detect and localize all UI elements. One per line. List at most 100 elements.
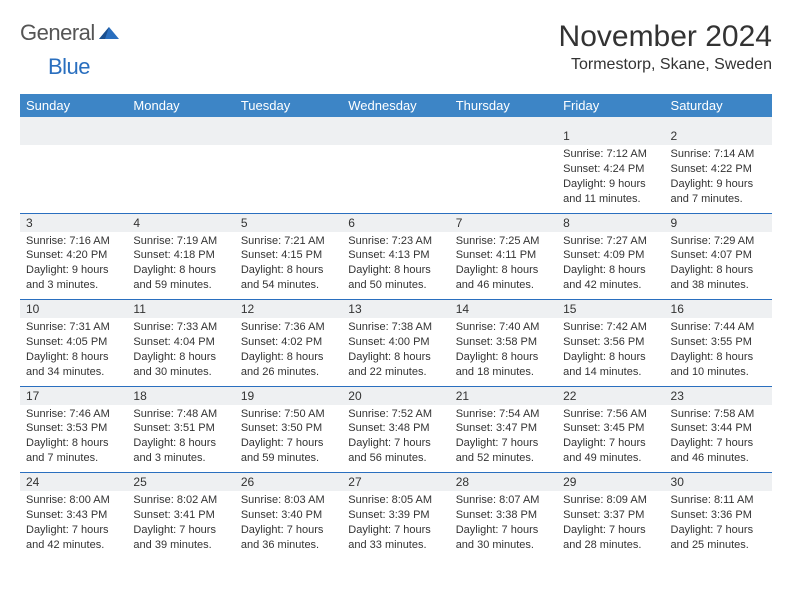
sunset-text: Sunset: 3:50 PM: [241, 421, 336, 436]
sunrise-text: Sunrise: 7:21 AM: [241, 234, 336, 249]
daynum-row: 17181920212223: [20, 386, 772, 405]
sunset-text: Sunset: 3:53 PM: [26, 421, 121, 436]
day-details-cell: [450, 145, 557, 213]
calendar-body: 12 Sunrise: 7:12 AMSunset: 4:24 PMDaylig…: [20, 122, 772, 559]
day-details-cell: Sunrise: 7:29 AMSunset: 4:07 PMDaylight:…: [665, 232, 772, 300]
day-number-cell: 8: [557, 213, 664, 232]
day-details-cell: Sunrise: 7:48 AMSunset: 3:51 PMDaylight:…: [127, 405, 234, 473]
sunrise-text: Sunrise: 7:54 AM: [456, 407, 551, 422]
sunrise-text: Sunrise: 7:52 AM: [348, 407, 443, 422]
sunrise-text: Sunrise: 7:27 AM: [563, 234, 658, 249]
daylight-text: Daylight: 8 hours and 38 minutes.: [671, 263, 766, 293]
sunrise-text: Sunrise: 8:09 AM: [563, 493, 658, 508]
sunset-text: Sunset: 3:38 PM: [456, 508, 551, 523]
weekday-header: Friday: [557, 94, 664, 122]
day-details-cell: Sunrise: 7:33 AMSunset: 4:04 PMDaylight:…: [127, 318, 234, 386]
sunrise-text: Sunrise: 7:42 AM: [563, 320, 658, 335]
weekday-header: Monday: [127, 94, 234, 122]
daylight-text: Daylight: 7 hours and 30 minutes.: [456, 523, 551, 553]
daylight-text: Daylight: 8 hours and 42 minutes.: [563, 263, 658, 293]
sunrise-text: Sunrise: 7:36 AM: [241, 320, 336, 335]
sunset-text: Sunset: 4:07 PM: [671, 248, 766, 263]
day-details-cell: Sunrise: 7:36 AMSunset: 4:02 PMDaylight:…: [235, 318, 342, 386]
day-number-cell: 2: [665, 122, 772, 145]
day-details-cell: Sunrise: 8:11 AMSunset: 3:36 PMDaylight:…: [665, 491, 772, 559]
day-number-cell: [450, 122, 557, 145]
day-number-cell: 25: [127, 473, 234, 492]
sunrise-text: Sunrise: 7:19 AM: [133, 234, 228, 249]
day-number-cell: [20, 122, 127, 145]
day-details-cell: Sunrise: 7:27 AMSunset: 4:09 PMDaylight:…: [557, 232, 664, 300]
day-details-cell: Sunrise: 7:16 AMSunset: 4:20 PMDaylight:…: [20, 232, 127, 300]
sunset-text: Sunset: 3:40 PM: [241, 508, 336, 523]
sunrise-text: Sunrise: 7:23 AM: [348, 234, 443, 249]
sunrise-text: Sunrise: 7:29 AM: [671, 234, 766, 249]
day-details-cell: [127, 145, 234, 213]
daynum-row: 24252627282930: [20, 473, 772, 492]
day-number-cell: 26: [235, 473, 342, 492]
day-details-cell: Sunrise: 8:09 AMSunset: 3:37 PMDaylight:…: [557, 491, 664, 559]
sunrise-text: Sunrise: 7:25 AM: [456, 234, 551, 249]
sunset-text: Sunset: 4:05 PM: [26, 335, 121, 350]
day-details-cell: [235, 145, 342, 213]
daylight-text: Daylight: 7 hours and 49 minutes.: [563, 436, 658, 466]
sunrise-text: Sunrise: 8:02 AM: [133, 493, 228, 508]
sunset-text: Sunset: 4:02 PM: [241, 335, 336, 350]
sunset-text: Sunset: 4:13 PM: [348, 248, 443, 263]
weekday-header: Wednesday: [342, 94, 449, 122]
day-number-cell: 3: [20, 213, 127, 232]
calendar-table: Sunday Monday Tuesday Wednesday Thursday…: [20, 94, 772, 559]
sunset-text: Sunset: 3:41 PM: [133, 508, 228, 523]
daylight-text: Daylight: 9 hours and 11 minutes.: [563, 177, 658, 207]
sunrise-text: Sunrise: 7:48 AM: [133, 407, 228, 422]
sunrise-text: Sunrise: 7:56 AM: [563, 407, 658, 422]
logo: General: [20, 20, 121, 46]
sunset-text: Sunset: 3:44 PM: [671, 421, 766, 436]
day-details-cell: Sunrise: 8:00 AMSunset: 3:43 PMDaylight:…: [20, 491, 127, 559]
day-number-cell: 12: [235, 300, 342, 319]
daynum-row: 10111213141516: [20, 300, 772, 319]
sunrise-text: Sunrise: 8:00 AM: [26, 493, 121, 508]
sunset-text: Sunset: 4:04 PM: [133, 335, 228, 350]
day-details-cell: Sunrise: 7:21 AMSunset: 4:15 PMDaylight:…: [235, 232, 342, 300]
daylight-text: Daylight: 7 hours and 39 minutes.: [133, 523, 228, 553]
sunset-text: Sunset: 4:15 PM: [241, 248, 336, 263]
sunrise-text: Sunrise: 7:46 AM: [26, 407, 121, 422]
day-details-cell: Sunrise: 7:50 AMSunset: 3:50 PMDaylight:…: [235, 405, 342, 473]
day-number-cell: 20: [342, 386, 449, 405]
daylight-text: Daylight: 7 hours and 36 minutes.: [241, 523, 336, 553]
sunrise-text: Sunrise: 7:14 AM: [671, 147, 766, 162]
sunset-text: Sunset: 3:56 PM: [563, 335, 658, 350]
day-number-cell: 7: [450, 213, 557, 232]
day-number-cell: 15: [557, 300, 664, 319]
location-subtitle: Tormestorp, Skane, Sweden: [559, 56, 772, 74]
sunrise-text: Sunrise: 7:38 AM: [348, 320, 443, 335]
sunset-text: Sunset: 3:45 PM: [563, 421, 658, 436]
weekday-header-row: Sunday Monday Tuesday Wednesday Thursday…: [20, 94, 772, 122]
sunset-text: Sunset: 3:48 PM: [348, 421, 443, 436]
weekday-header: Tuesday: [235, 94, 342, 122]
day-number-cell: 5: [235, 213, 342, 232]
daylight-text: Daylight: 8 hours and 18 minutes.: [456, 350, 551, 380]
day-details-cell: Sunrise: 7:12 AMSunset: 4:24 PMDaylight:…: [557, 145, 664, 213]
daylight-text: Daylight: 8 hours and 50 minutes.: [348, 263, 443, 293]
daylight-text: Daylight: 7 hours and 28 minutes.: [563, 523, 658, 553]
sunrise-text: Sunrise: 8:03 AM: [241, 493, 336, 508]
day-number-cell: 23: [665, 386, 772, 405]
day-number-cell: 29: [557, 473, 664, 492]
daylight-text: Daylight: 8 hours and 10 minutes.: [671, 350, 766, 380]
sunrise-text: Sunrise: 7:44 AM: [671, 320, 766, 335]
daylight-text: Daylight: 9 hours and 7 minutes.: [671, 177, 766, 207]
day-details-cell: Sunrise: 8:05 AMSunset: 3:39 PMDaylight:…: [342, 491, 449, 559]
daylight-text: Daylight: 8 hours and 34 minutes.: [26, 350, 121, 380]
daynum-row: 3456789: [20, 213, 772, 232]
details-row: Sunrise: 8:00 AMSunset: 3:43 PMDaylight:…: [20, 491, 772, 559]
daylight-text: Daylight: 8 hours and 30 minutes.: [133, 350, 228, 380]
sunset-text: Sunset: 3:51 PM: [133, 421, 228, 436]
sunrise-text: Sunrise: 8:11 AM: [671, 493, 766, 508]
daylight-text: Daylight: 8 hours and 7 minutes.: [26, 436, 121, 466]
sunset-text: Sunset: 3:37 PM: [563, 508, 658, 523]
logo-text-general: General: [20, 20, 95, 46]
day-number-cell: 11: [127, 300, 234, 319]
day-details-cell: Sunrise: 7:52 AMSunset: 3:48 PMDaylight:…: [342, 405, 449, 473]
